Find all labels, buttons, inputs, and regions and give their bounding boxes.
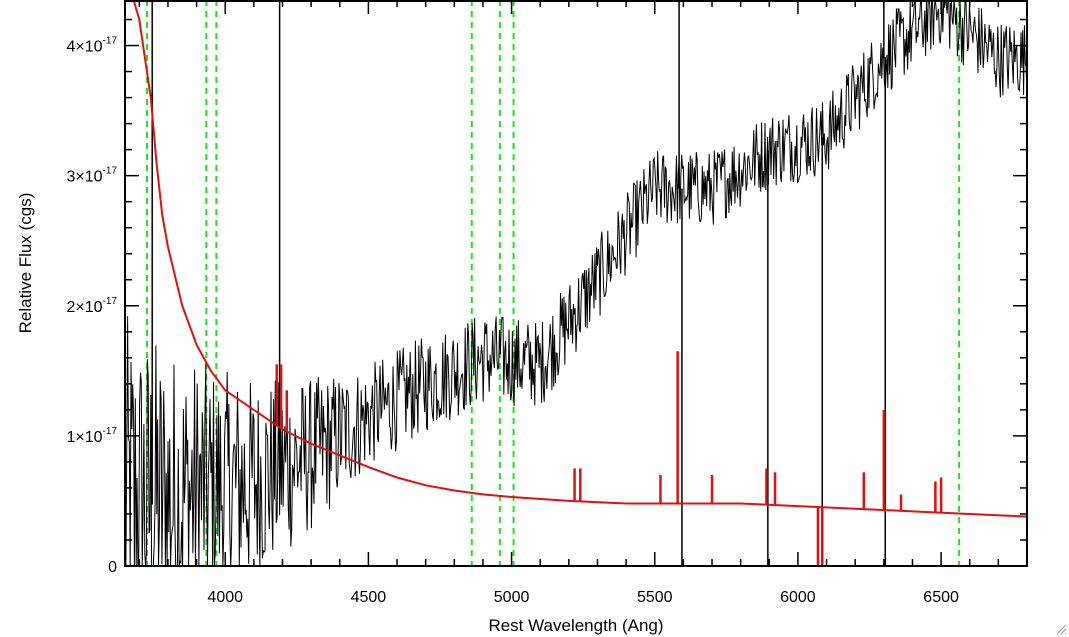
y-tick-label: 3×10-17 <box>67 166 118 186</box>
axis-ticks <box>125 0 1028 567</box>
observed-spectrum-line <box>124 0 1028 567</box>
x-axis-title: Rest Wavelength (Ang) <box>488 616 663 635</box>
x-tick-label: 5000 <box>494 589 530 606</box>
y-tick-label: 0 <box>108 559 117 576</box>
y-tick-label: 2×10-17 <box>67 296 118 316</box>
y-tick-labels: 0 1×10-17 2×10-17 3×10-17 4×10-17 <box>67 36 118 576</box>
x-tick-label: 4000 <box>207 589 243 606</box>
observed-spectrum-series <box>124 0 1028 567</box>
resize-grip-icon[interactable] <box>1055 623 1067 635</box>
x-tick-label: 6500 <box>923 589 959 606</box>
x-tick-labels: 4000 4500 5000 5500 6000 6500 <box>207 589 959 606</box>
y-tick-label: 4×10-17 <box>67 36 118 56</box>
model-spectrum-line <box>132 0 1028 518</box>
x-tick-label: 5500 <box>637 589 673 606</box>
model-spectrum-series <box>132 0 1028 566</box>
x-tick-label: 4500 <box>351 589 387 606</box>
y-tick-label: 1×10-17 <box>67 426 118 446</box>
plot-frame <box>124 0 1028 567</box>
x-tick-label: 6000 <box>780 589 816 606</box>
y-axis-title: Relative Flux (cgs) <box>16 193 35 334</box>
